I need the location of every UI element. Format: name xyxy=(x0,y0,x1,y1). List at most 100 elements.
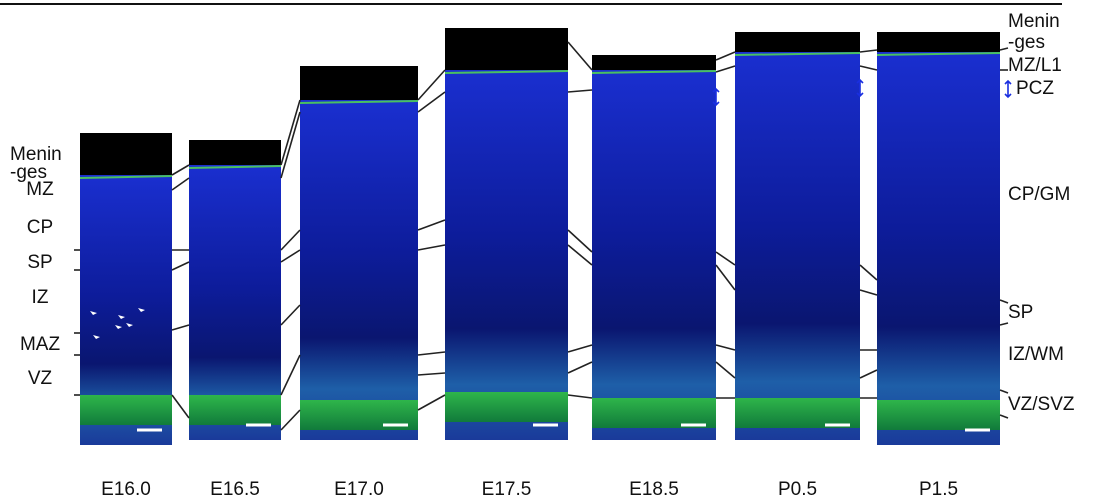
layer-connector xyxy=(999,414,1009,419)
layer-connector xyxy=(417,372,446,376)
panel-label: E17.5 xyxy=(482,479,532,500)
micrograph-panel xyxy=(734,32,861,440)
layer-label: CP xyxy=(27,217,53,238)
green-band xyxy=(735,398,860,428)
tissue xyxy=(735,52,860,440)
arrowhead xyxy=(115,325,122,329)
layer-connector xyxy=(417,394,446,411)
surface-line xyxy=(188,165,282,169)
panel-label: E18.5 xyxy=(629,479,679,500)
layer-connector xyxy=(417,244,446,251)
layer-connector xyxy=(280,304,301,326)
layer-label: VZ xyxy=(28,368,53,389)
layer-connector xyxy=(715,251,736,266)
layer-label: PCZ xyxy=(1016,78,1054,99)
layer-label: Menin xyxy=(1008,11,1060,32)
layer-label: -ges xyxy=(1008,32,1045,53)
green-band xyxy=(189,395,281,425)
micrograph-panel xyxy=(79,133,173,445)
green-band xyxy=(445,392,568,422)
layer-connector xyxy=(715,344,736,351)
layer-label: CP/GM xyxy=(1008,184,1070,205)
layer-connector xyxy=(715,65,736,73)
layer-connector xyxy=(567,229,593,253)
layer-connector xyxy=(417,69,446,101)
layer-connector xyxy=(280,249,301,263)
tissue xyxy=(445,70,568,440)
layer-label: MZ xyxy=(26,179,54,200)
layer-connector xyxy=(567,394,593,399)
layer-connector xyxy=(171,261,190,271)
layer-connector xyxy=(280,354,301,396)
tissue xyxy=(877,52,1000,445)
connectors xyxy=(74,41,1012,431)
panel-label: E16.0 xyxy=(101,479,151,500)
micrograph-panel xyxy=(591,55,717,440)
layer-label: VZ/SVZ xyxy=(1008,394,1075,415)
layer-connector xyxy=(715,51,736,61)
layer-label: MAZ xyxy=(20,334,61,355)
green-band xyxy=(877,400,1000,430)
layer-connector xyxy=(417,91,446,113)
panel-label: E16.5 xyxy=(210,479,260,500)
pcz-arrow xyxy=(856,78,864,98)
layer-connector xyxy=(171,394,190,419)
layer-connector xyxy=(280,409,301,431)
layer-connector xyxy=(715,264,736,291)
layer-label: SP xyxy=(27,252,52,273)
layer-connector xyxy=(171,324,190,331)
micrograph-panel xyxy=(444,28,569,440)
pcz-arrow xyxy=(712,87,720,107)
layer-connector xyxy=(567,41,593,71)
layer-connector xyxy=(999,47,1009,51)
layer-label: -ges xyxy=(10,162,47,183)
layer-connector xyxy=(171,177,190,191)
layer-connector xyxy=(859,65,878,71)
pcz-arrow xyxy=(1004,79,1012,99)
layer-connector xyxy=(280,111,301,179)
layer-label: IZ xyxy=(32,287,49,308)
micrograph-panel xyxy=(188,140,282,440)
layer-connector xyxy=(999,322,1009,326)
layer-connector xyxy=(715,361,736,379)
green-band xyxy=(80,395,172,425)
panel-label: P1.5 xyxy=(919,479,958,500)
tissue xyxy=(592,70,716,440)
layer-connector xyxy=(567,244,593,266)
arrowhead xyxy=(93,335,100,339)
layer-connector xyxy=(171,164,190,176)
panels xyxy=(79,28,1001,445)
micrograph-panel xyxy=(876,32,1001,445)
layer-connector xyxy=(567,344,593,353)
layer-connector xyxy=(859,369,878,379)
layer-connector xyxy=(859,289,878,296)
surface-line xyxy=(79,175,173,179)
layer-label: SP xyxy=(1008,302,1033,323)
panel-label: E17.0 xyxy=(334,479,384,500)
layer-label: MZ/L1 xyxy=(1008,55,1062,76)
layer-connector xyxy=(417,219,446,231)
arrowhead xyxy=(90,311,97,315)
arrowhead xyxy=(118,315,125,319)
layer-connector xyxy=(567,361,593,374)
layer-connector xyxy=(567,89,593,93)
layer-connector xyxy=(999,299,1009,304)
layer-connector xyxy=(280,229,301,251)
layer-connector xyxy=(999,389,1009,394)
surface-line xyxy=(444,70,569,74)
micrograph-panel xyxy=(299,66,419,440)
surface-line xyxy=(876,52,1001,56)
layer-connector xyxy=(417,351,446,356)
surface-line xyxy=(734,52,861,56)
layer-connector xyxy=(280,99,301,166)
layer-connector xyxy=(859,264,878,281)
arrowhead xyxy=(126,323,133,327)
layer-label: IZ/WM xyxy=(1008,344,1064,365)
surface-line xyxy=(299,100,419,104)
green-band xyxy=(592,398,716,428)
layer-label: Menin xyxy=(10,144,62,165)
tissue xyxy=(300,100,418,440)
layer-connector xyxy=(859,49,878,53)
tissue xyxy=(189,165,281,440)
